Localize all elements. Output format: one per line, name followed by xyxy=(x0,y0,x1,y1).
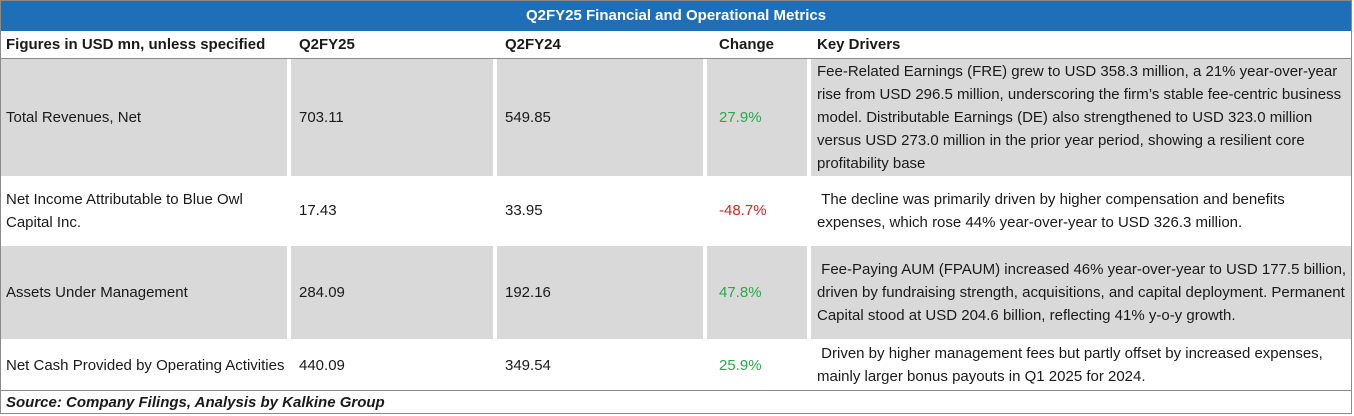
row-current: 440.09 xyxy=(299,356,345,374)
row-current: 284.09 xyxy=(291,246,493,339)
table-title: Q2FY25 Financial and Operational Metrics xyxy=(1,1,1351,32)
header-metric: Figures in USD mn, unless specified xyxy=(6,36,266,53)
row-metric: Assets Under Management xyxy=(1,246,287,339)
table-header-row: Figures in USD mn, unless specified Q2FY… xyxy=(1,32,1351,59)
table-row: Net Cash Provided by Operating Activitie… xyxy=(1,341,1351,389)
row-metric: Total Revenues, Net xyxy=(1,59,287,176)
table-row: Net Income Attributable to Blue Owl Capi… xyxy=(1,177,1351,244)
header-current: Q2FY25 xyxy=(299,36,355,53)
header-drivers: Key Drivers xyxy=(817,36,901,53)
row-metric: Net Cash Provided by Operating Activitie… xyxy=(6,356,285,374)
row-prior: 349.54 xyxy=(505,356,551,374)
row-prior: 33.95 xyxy=(505,202,543,219)
row-change: -48.7% xyxy=(719,202,767,219)
header-prior: Q2FY24 xyxy=(505,36,561,53)
row-change: 25.9% xyxy=(719,356,762,374)
table-row: Total Revenues, Net 703.11 549.85 27.9% … xyxy=(1,59,1351,176)
row-current: 703.11 xyxy=(291,59,493,176)
row-drivers: Fee-Paying AUM (FPAUM) increased 46% yea… xyxy=(811,246,1351,339)
table-row: Assets Under Management 284.09 192.16 47… xyxy=(1,246,1351,339)
row-metric: Net Income Attributable to Blue Owl Capi… xyxy=(6,190,243,231)
header-change: Change xyxy=(719,36,775,53)
row-current: 17.43 xyxy=(299,202,337,219)
source-note: Source: Company Filings, Analysis by Kal… xyxy=(1,390,1351,413)
row-prior: 549.85 xyxy=(497,59,703,176)
row-change: 47.8% xyxy=(707,246,807,339)
row-drivers: Driven by higher management fees but par… xyxy=(817,345,1328,385)
row-drivers: The decline was primarily driven by high… xyxy=(817,190,1289,231)
row-change: 27.9% xyxy=(707,59,807,176)
row-drivers: Fee-Related Earnings (FRE) grew to USD 3… xyxy=(811,59,1351,176)
row-prior: 192.16 xyxy=(497,246,703,339)
